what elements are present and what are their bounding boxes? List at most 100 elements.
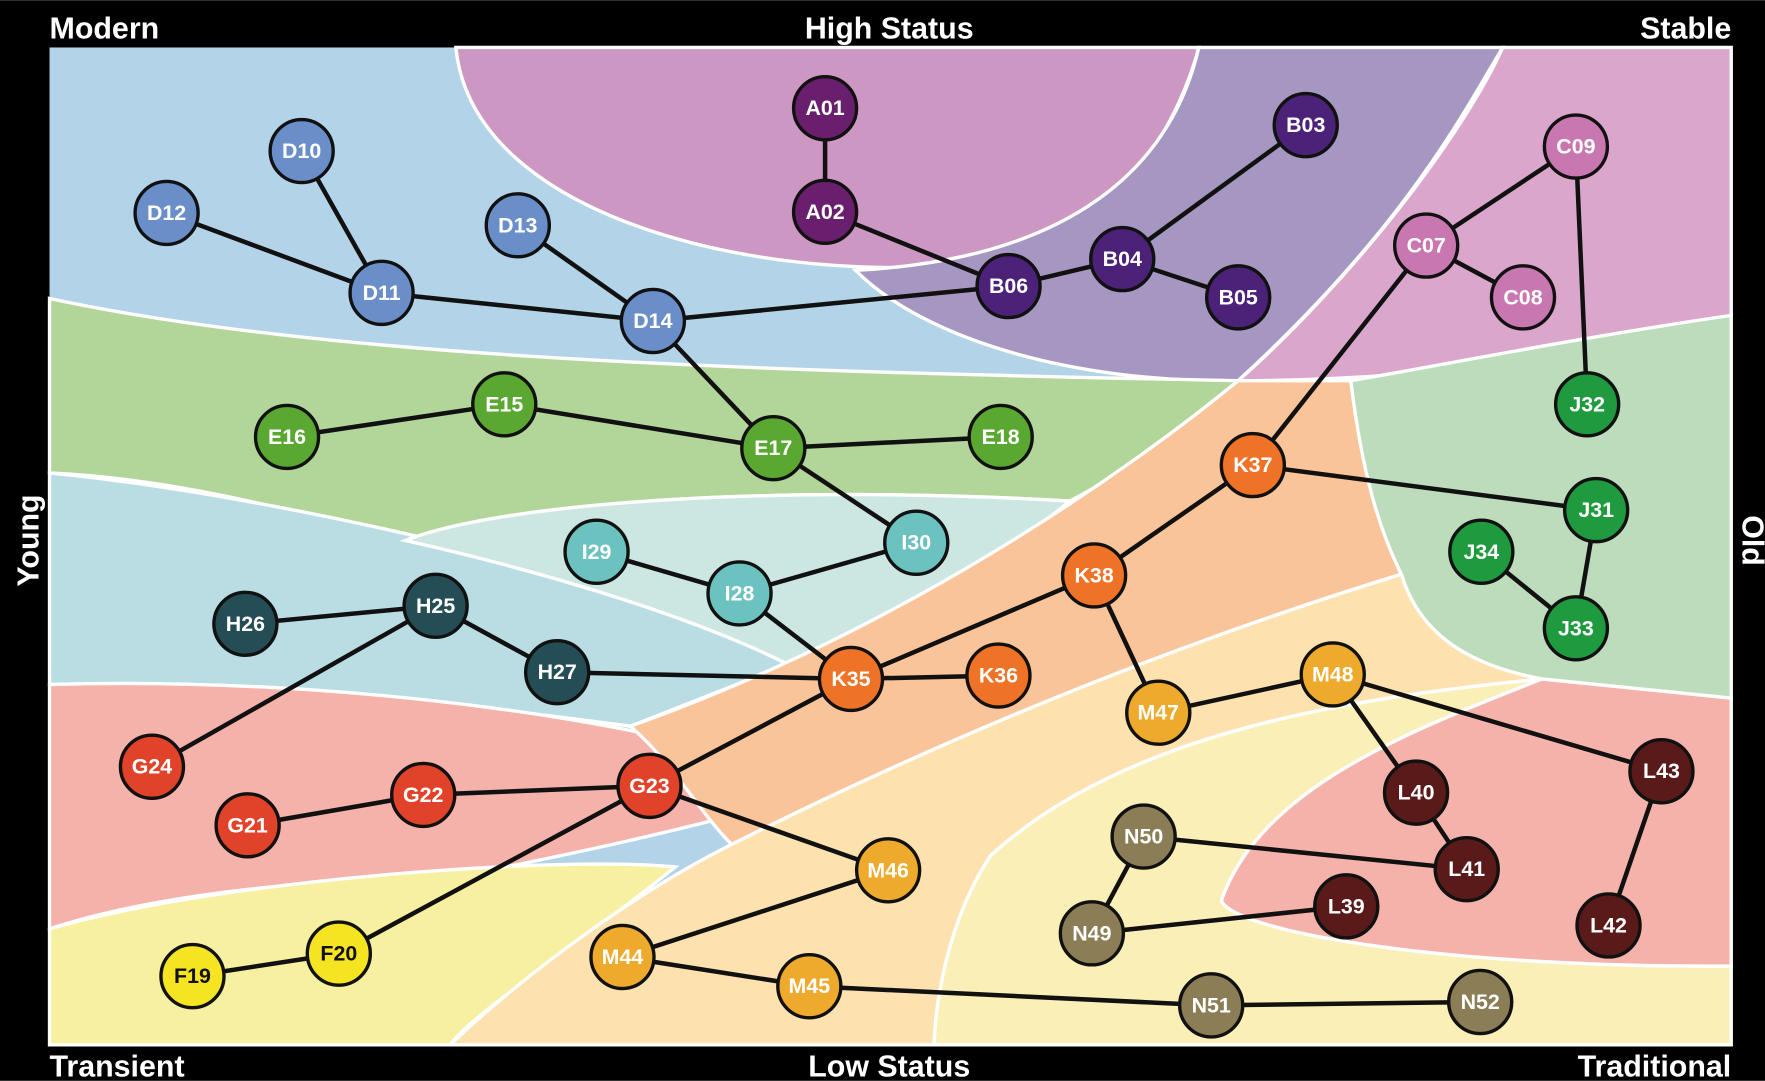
node: [471, 371, 538, 438]
node: [1125, 679, 1192, 746]
node: [706, 560, 773, 627]
node: [118, 733, 186, 800]
node: [1489, 264, 1557, 331]
edge: [557, 669, 852, 682]
node: [1542, 113, 1610, 180]
node: [975, 252, 1042, 320]
node: [776, 953, 843, 1020]
node: [1272, 91, 1339, 159]
node: [1447, 968, 1514, 1036]
edge: [621, 868, 889, 960]
node-label: N51: [1192, 993, 1231, 1017]
node-label: L41: [1448, 857, 1485, 881]
edge: [165, 210, 383, 295]
node-label: G23: [629, 774, 670, 798]
node: [268, 117, 335, 185]
edge: [1120, 123, 1308, 261]
node: [965, 642, 1032, 709]
region: [1348, 313, 1733, 700]
edge: [1252, 462, 1597, 513]
node-label: K37: [1233, 453, 1272, 477]
edge: [1143, 834, 1467, 872]
edge: [286, 402, 505, 440]
node: [791, 75, 859, 142]
node: [159, 942, 226, 1010]
node-label: H26: [226, 612, 265, 636]
node: [883, 509, 950, 576]
node-label: J33: [1558, 616, 1594, 640]
node: [1299, 641, 1366, 708]
node: [1089, 225, 1156, 293]
node: [967, 403, 1034, 471]
node-label: M45: [789, 974, 831, 998]
node-label: A01: [805, 96, 844, 120]
node: [1313, 873, 1380, 940]
node-label: K38: [1075, 563, 1114, 587]
node-label: G21: [227, 813, 268, 837]
node: [589, 923, 656, 991]
node-label: I29: [582, 540, 612, 564]
node-label: B04: [1103, 247, 1142, 271]
edge: [503, 402, 774, 451]
node-label: E17: [754, 436, 792, 460]
nodes: A01 A02 B03 B04 B05 B06 C07 C08 C09 D10 D11 D12 D13 D…: [118, 75, 1695, 1039]
node: [133, 179, 200, 247]
node-label: A02: [805, 200, 844, 224]
node-label: N49: [1072, 921, 1111, 945]
node: [253, 403, 321, 471]
node-label: J34: [1464, 540, 1500, 564]
edge: [150, 603, 437, 769]
node-label: D12: [147, 201, 186, 225]
node: [1562, 476, 1630, 544]
node: [1177, 972, 1245, 1039]
node-label: C07: [1407, 234, 1446, 258]
node: [402, 572, 469, 639]
edge: [1091, 904, 1347, 936]
node: [212, 590, 279, 658]
node: [619, 287, 687, 355]
edge: [648, 676, 853, 788]
node: [523, 638, 591, 706]
edge: [773, 434, 1001, 451]
node: [817, 645, 885, 713]
edge: [1332, 672, 1663, 774]
node-label: D11: [363, 281, 401, 305]
node-label: K36: [979, 664, 1018, 688]
edge: [337, 783, 651, 956]
edge: [1251, 244, 1428, 467]
node: [1058, 900, 1126, 967]
label: Transient: [50, 1049, 185, 1081]
label: Stable: [1640, 11, 1731, 45]
node-label: C09: [1556, 135, 1595, 159]
node-label: L43: [1643, 759, 1680, 783]
node-label: N52: [1461, 990, 1500, 1014]
node-label: L42: [1590, 913, 1627, 937]
node-label: L40: [1398, 781, 1435, 805]
edge: [809, 984, 1212, 1008]
edge: [652, 283, 1009, 324]
label: Old: [1735, 515, 1765, 566]
node: [616, 752, 683, 820]
node: [214, 792, 281, 859]
node: [1219, 431, 1287, 499]
node-label: H25: [416, 594, 455, 618]
node-label: B03: [1286, 113, 1325, 137]
node-label: B06: [989, 274, 1028, 298]
node-label: I30: [901, 531, 931, 555]
node: [348, 259, 415, 327]
label: Young: [11, 494, 45, 586]
node: [740, 414, 807, 482]
node-label: M46: [867, 858, 909, 882]
edge: [850, 573, 1096, 682]
node: [1575, 892, 1642, 959]
node-label: I28: [725, 581, 755, 605]
node-label: L39: [1328, 894, 1365, 918]
node-label: H27: [538, 660, 577, 684]
label: Traditional: [1578, 1049, 1732, 1081]
node-label: J32: [1569, 392, 1605, 416]
node-label: J31: [1578, 498, 1614, 522]
node-label: D14: [633, 309, 672, 333]
node: [305, 920, 373, 987]
node-label: E16: [268, 425, 306, 449]
node-label: B05: [1219, 285, 1258, 309]
